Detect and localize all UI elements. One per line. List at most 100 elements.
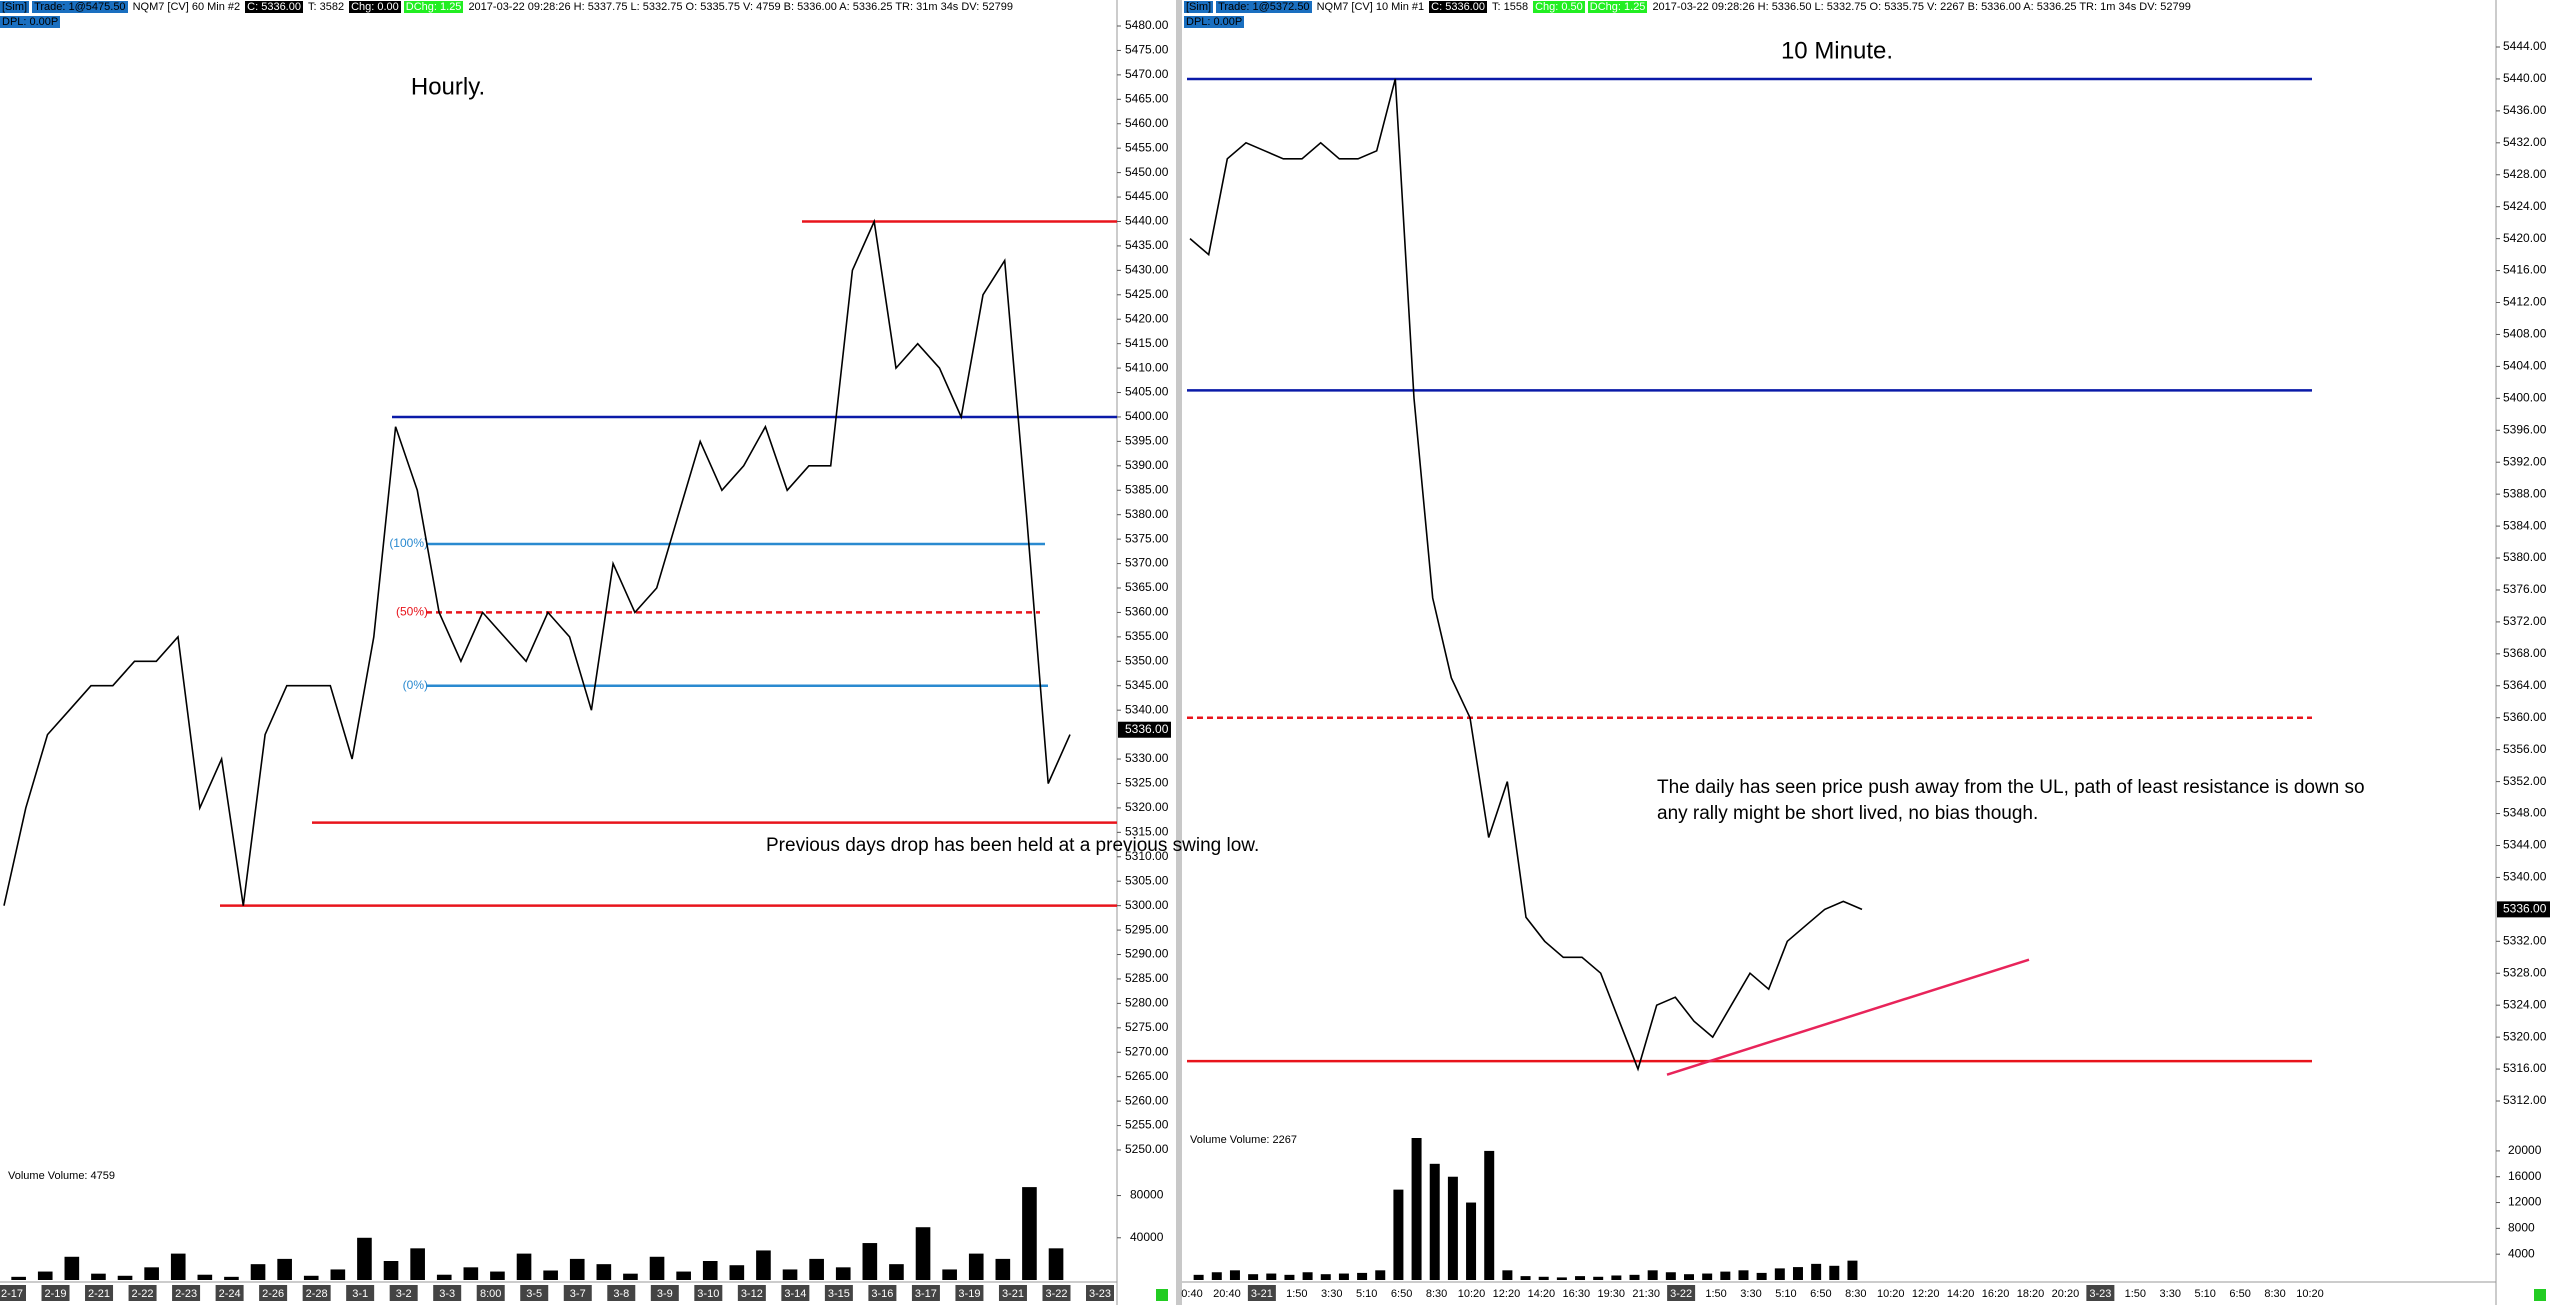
volume-tick-label: 16000	[2508, 1169, 2542, 1183]
time-label: 3:30	[1321, 1288, 1342, 1300]
price-tick-label: 5356.00	[2503, 742, 2547, 756]
header-field: T: 1558	[1489, 1, 1531, 13]
price-tick-label: 5328.00	[2503, 965, 2547, 979]
header-field: 2017-03-22 09:28:26 H: 5336.50 L: 5332.7…	[1650, 1, 2193, 13]
price-tick-label: 5475.00	[1125, 43, 1169, 57]
volume-bar	[436, 1274, 452, 1280]
volume-bar	[1611, 1275, 1622, 1280]
volume-bar	[1575, 1276, 1586, 1280]
time-label-box	[1042, 1285, 1071, 1301]
volume-bar	[1593, 1276, 1604, 1280]
volume-bar	[889, 1264, 904, 1280]
last-price-label: 5336.00	[2503, 902, 2547, 916]
time-label: 12:20	[1912, 1288, 1940, 1300]
time-label: 20:20	[2052, 1288, 2080, 1300]
time-label: 3-8	[613, 1288, 629, 1300]
volume-bar	[1520, 1276, 1531, 1280]
volume-bar	[250, 1264, 266, 1280]
volume-bar	[569, 1258, 585, 1280]
time-label: 3-17	[915, 1288, 937, 1300]
price-tick-label: 5290.00	[1125, 947, 1169, 961]
time-label-box	[737, 1285, 766, 1301]
price-tick-label: 5360.00	[2503, 710, 2547, 724]
price-tick-label: 5405.00	[1125, 385, 1169, 399]
time-label: 3-22	[1670, 1288, 1692, 1300]
volume-bar	[410, 1248, 425, 1280]
price-tick-label: 5332.00	[2503, 933, 2547, 947]
volume-bar	[1792, 1267, 1803, 1280]
time-label-box	[346, 1285, 375, 1301]
price-tick-label: 5396.00	[2503, 422, 2547, 436]
volume-bar	[1738, 1270, 1749, 1280]
volume-bar	[1720, 1271, 1731, 1280]
price-tick-label: 5404.00	[2503, 359, 2547, 373]
time-label: 3:30	[1740, 1288, 1761, 1300]
price-tick-label: 5312.00	[2503, 1093, 2547, 1107]
time-label: 5:10	[1356, 1288, 1377, 1300]
volume-bar	[1466, 1202, 1477, 1280]
header-field: C: 5336.00	[245, 1, 303, 13]
volume-bar	[1248, 1274, 1259, 1280]
price-tick-label: 5380.00	[1125, 507, 1169, 521]
time-label: 3-3	[439, 1288, 455, 1300]
time-label: 18:20	[2017, 1288, 2045, 1300]
time-label: 3-21	[1002, 1288, 1024, 1300]
price-tick-label: 5295.00	[1125, 922, 1169, 936]
time-label-box	[650, 1285, 679, 1301]
volume-bar	[1811, 1263, 1822, 1280]
time-label: 21:30	[1632, 1288, 1660, 1300]
volume-bar	[756, 1250, 771, 1280]
time-label-box	[781, 1285, 810, 1301]
time-label: 3-15	[828, 1288, 850, 1300]
volume-bar	[1484, 1150, 1495, 1280]
time-label-box	[1247, 1285, 1276, 1301]
volume-bar	[543, 1270, 558, 1280]
volume-tick-label: 8000	[2508, 1221, 2535, 1235]
volume-bar	[1375, 1270, 1386, 1280]
time-label: 14:20	[1947, 1288, 1975, 1300]
time-label-box	[911, 1285, 940, 1301]
volume-bar	[1411, 1138, 1422, 1280]
volume-bar	[862, 1243, 878, 1280]
time-label: 5:10	[2194, 1288, 2215, 1300]
volume-bar	[1684, 1274, 1694, 1280]
price-tick-label: 5412.00	[2503, 295, 2547, 309]
time-label: 2-22	[132, 1288, 154, 1300]
volume-bar	[915, 1227, 931, 1280]
price-line	[3, 218, 1071, 906]
volume-bar	[463, 1267, 479, 1280]
price-tick-label: 5400.00	[1125, 409, 1169, 423]
price-tick-label: 5364.00	[2503, 678, 2547, 692]
time-label-box	[2086, 1285, 2115, 1301]
price-tick-label: 5280.00	[1125, 996, 1169, 1010]
volume-bar	[809, 1258, 824, 1280]
price-tick-label: 5355.00	[1125, 629, 1169, 643]
status-box	[1156, 1289, 1168, 1301]
time-label: 3-5	[526, 1288, 542, 1300]
price-tick-label: 5408.00	[2503, 327, 2547, 341]
volume-bar	[490, 1271, 505, 1280]
time-label: 8:30	[1426, 1288, 1447, 1300]
time-label: 3-14	[784, 1288, 806, 1300]
volume-bar	[1538, 1276, 1549, 1280]
volume-bar	[1229, 1270, 1240, 1280]
time-label: 6:50	[2229, 1288, 2250, 1300]
price-tick-label: 5320.00	[1125, 800, 1169, 814]
chart-title: Hourly.	[411, 73, 485, 100]
time-label: 2-23	[175, 1288, 197, 1300]
volume-bar	[835, 1267, 851, 1280]
price-tick-label: 5275.00	[1125, 1020, 1169, 1034]
price-tick-label: 5316.00	[2503, 1061, 2547, 1075]
time-label: 3-2	[396, 1288, 412, 1300]
price-tick-label: 5436.00	[2503, 103, 2547, 117]
time-label-box	[128, 1285, 157, 1301]
volume-bar	[1502, 1270, 1513, 1280]
chart-title: 10 Minute.	[1781, 37, 1893, 64]
price-tick-label: 5420.00	[1125, 311, 1169, 325]
volume-tick-label: 20000	[2508, 1143, 2542, 1157]
header-field: NQM7 [CV] 60 Min #2	[130, 1, 243, 13]
time-label: 6:50	[1391, 1288, 1412, 1300]
volume-bar	[1756, 1272, 1767, 1280]
annotation: The daily has seen price push away from …	[1657, 777, 2365, 798]
